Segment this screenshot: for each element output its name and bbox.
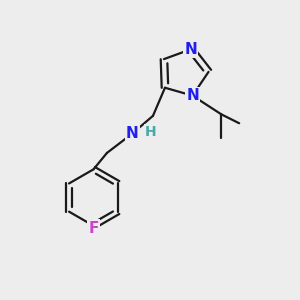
Text: N: N (186, 88, 199, 103)
Text: F: F (88, 221, 99, 236)
Text: N: N (184, 42, 197, 57)
Text: H: H (145, 125, 156, 139)
Text: N: N (126, 126, 139, 141)
